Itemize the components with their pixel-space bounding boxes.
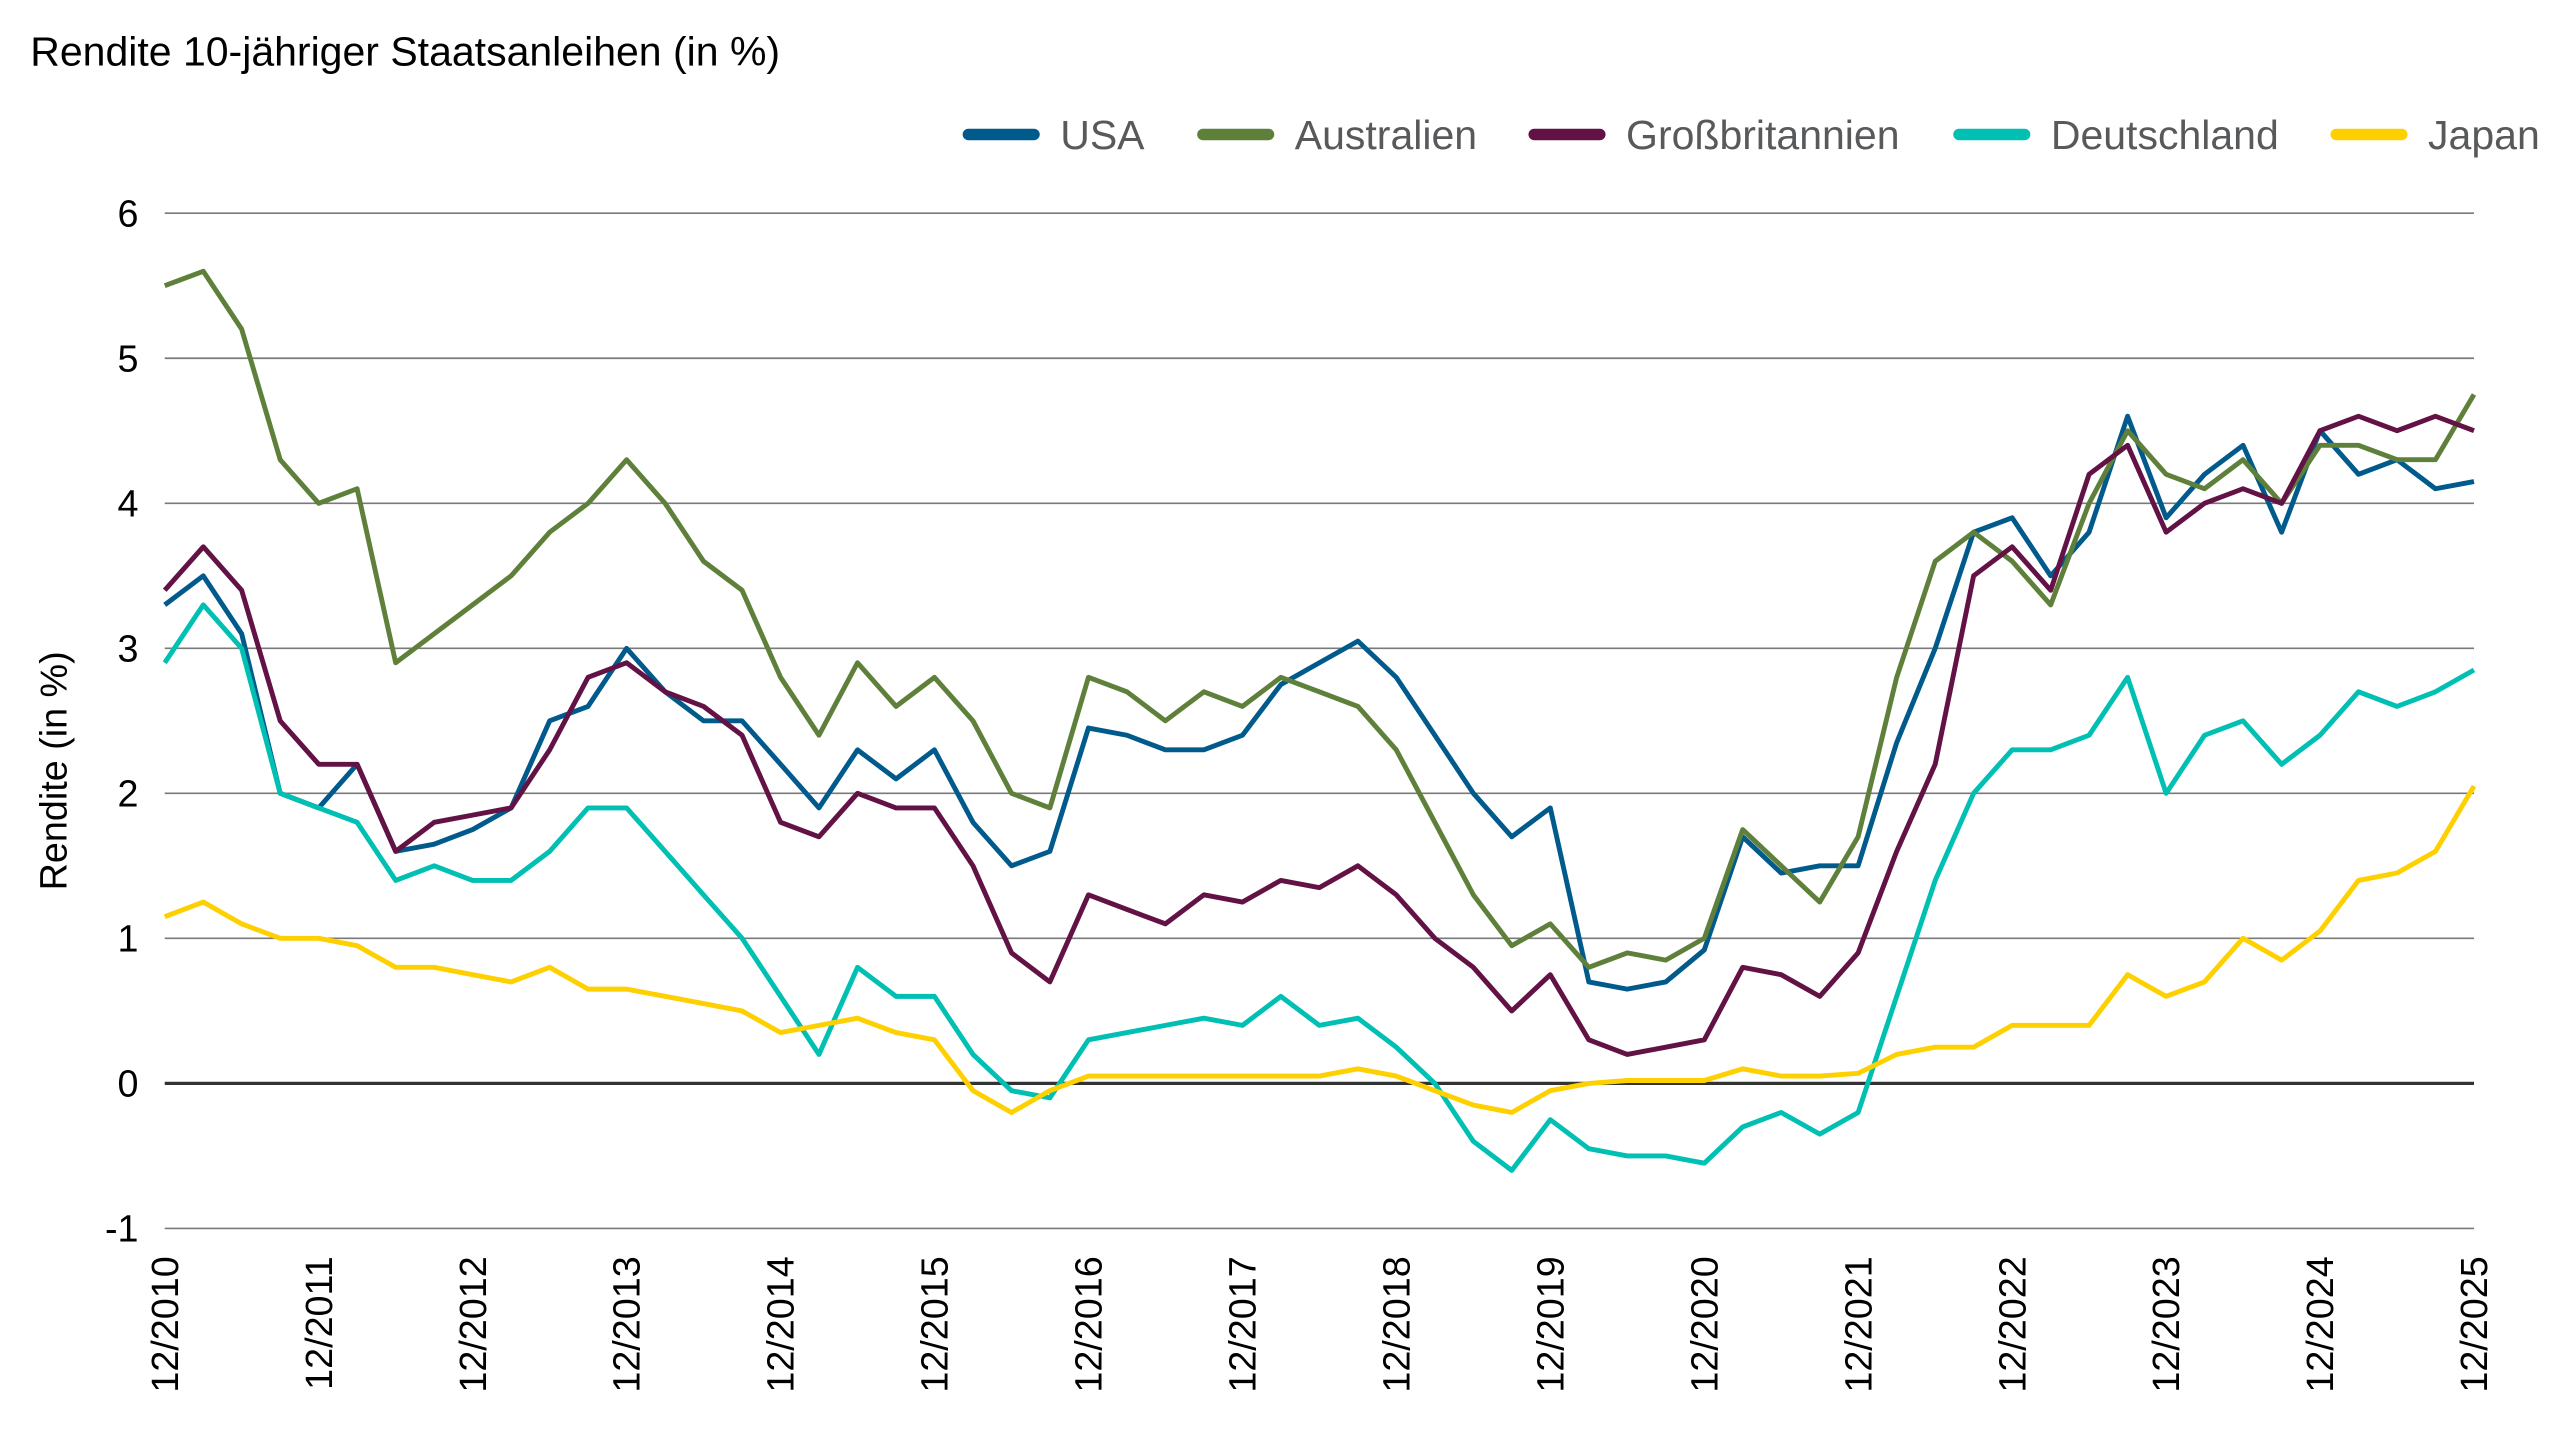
legend-item: Großbritannien	[1528, 112, 1900, 158]
x-tick-label: 12/2021	[1837, 1256, 1879, 1392]
x-tick-label: 12/2013	[606, 1256, 648, 1392]
y-tick-label: 3	[118, 627, 139, 669]
series-line-usa	[163, 413, 2475, 992]
legend: USA Australien Großbritannien Deutschland Ja…	[962, 112, 2540, 158]
chart-title: Rendite 10-jähriger Staatsanleihen (in %…	[30, 29, 780, 75]
y-tick-label: 6	[118, 192, 139, 234]
legend-item: Deutschland	[1953, 112, 2279, 158]
y-tick-label: 2	[118, 772, 139, 814]
legend-item: Japan	[2330, 112, 2540, 158]
y-axis-ticks: -1 0 1 2 3 4 5 6	[105, 192, 139, 1249]
x-tick-label: 12/2012	[452, 1256, 494, 1392]
y-axis-label: Rendite (in %)	[32, 651, 74, 890]
x-tick-label: 12/2023	[2145, 1256, 2187, 1392]
series-line-deutschland	[162, 602, 2476, 1173]
x-tick-label: 12/2025	[2453, 1256, 2495, 1392]
x-tick-label: 12/2022	[1991, 1256, 2033, 1392]
series-lines	[162, 268, 2477, 1173]
legend-label: USA	[1060, 112, 1145, 158]
y-tick-label: 4	[118, 482, 139, 524]
x-tick-label: 12/2011	[298, 1256, 340, 1390]
series-line-japan	[163, 784, 2477, 1115]
x-tick-label: 12/2017	[1222, 1256, 1264, 1392]
x-tick-label: 12/2024	[2299, 1256, 2341, 1392]
x-tick-label: 12/2015	[914, 1256, 956, 1392]
legend-label: Australien	[1295, 112, 1477, 158]
x-tick-label: 12/2016	[1068, 1256, 1110, 1392]
x-axis-ticks: 12/2010 12/2011 12/2012 12/2013 12/2014 12/20…	[144, 1256, 2495, 1392]
y-tick-label: 1	[118, 917, 139, 959]
y-tick-label: 0	[118, 1063, 139, 1105]
y-tick-label: 5	[118, 337, 139, 379]
series-line-großbritannien	[162, 413, 2475, 1057]
legend-label: Deutschland	[2051, 112, 2279, 158]
legend-label: Großbritannien	[1626, 112, 1899, 158]
x-tick-label: 12/2020	[1683, 1256, 1725, 1392]
y-tick-label: -1	[105, 1208, 139, 1250]
gridlines	[164, 212, 2474, 1230]
x-tick-label: 12/2010	[144, 1256, 186, 1392]
legend-label: Japan	[2428, 112, 2540, 158]
legend-item: USA	[962, 112, 1145, 158]
series-line-australien	[163, 268, 2477, 970]
x-tick-label: 12/2018	[1375, 1256, 1417, 1392]
x-tick-label: 12/2019	[1529, 1256, 1571, 1392]
legend-item: Australien	[1197, 112, 1477, 158]
x-tick-label: 12/2014	[760, 1256, 802, 1392]
